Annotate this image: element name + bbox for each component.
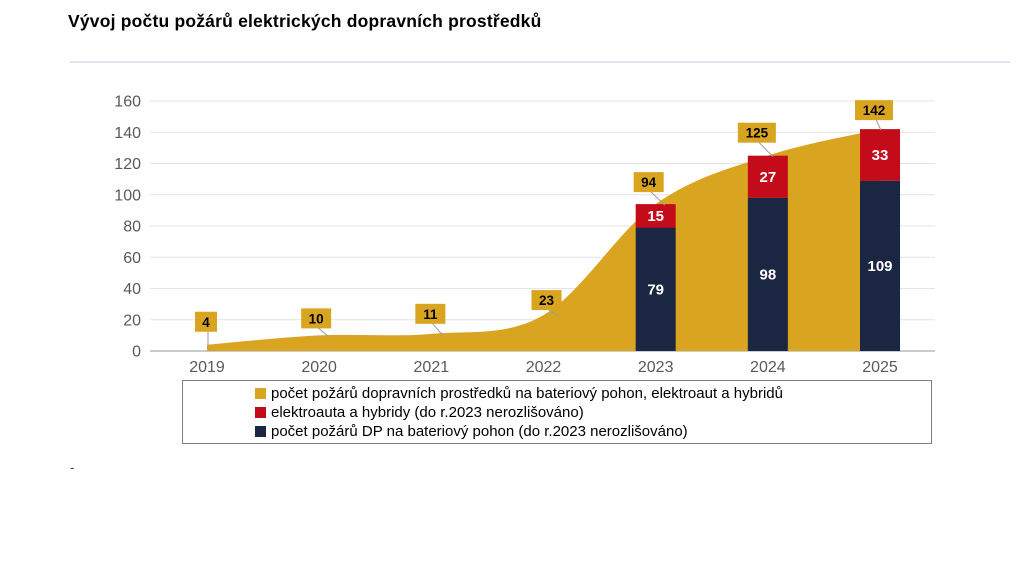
x-tick-label: 2019 bbox=[189, 359, 225, 376]
legend-swatch-gold-icon bbox=[255, 388, 266, 399]
x-tick-label: 2021 bbox=[414, 359, 450, 376]
total-label-text: 11 bbox=[423, 307, 438, 322]
bar-segment-red-2025 bbox=[860, 129, 901, 181]
total-label-text: 94 bbox=[641, 175, 657, 190]
total-label-box bbox=[633, 172, 664, 193]
bar-segment-red-2023 bbox=[635, 204, 676, 228]
bar-value-label: 33 bbox=[872, 147, 889, 164]
legend-item-label: počet požárů DP na bateriový pohon (do r… bbox=[271, 423, 688, 440]
y-tick-label: 40 bbox=[123, 281, 141, 298]
legend-item-label: elektroauta a hybridy (do r.2023 nerozli… bbox=[271, 404, 584, 421]
total-label-box bbox=[415, 303, 446, 324]
label-leader-line bbox=[758, 141, 774, 158]
legend-item: elektroauta a hybridy (do r.2023 nerozli… bbox=[255, 403, 927, 422]
total-label-box bbox=[855, 100, 894, 121]
bar-value-label: 109 bbox=[868, 258, 893, 275]
y-tick-label: 120 bbox=[114, 156, 141, 173]
bar-value-label: 27 bbox=[760, 169, 777, 186]
bar-segment-navy-2023 bbox=[635, 227, 676, 351]
x-tick-label: 2023 bbox=[638, 359, 674, 376]
total-label-box bbox=[195, 311, 217, 332]
x-tick-label: 2025 bbox=[862, 359, 898, 376]
legend-item: počet požárů dopravních prostředků na ba… bbox=[255, 384, 927, 403]
y-tick-label: 80 bbox=[123, 219, 141, 236]
bar-value-label: 98 bbox=[760, 266, 777, 283]
bar-value-label: 79 bbox=[647, 281, 664, 298]
label-leader-line bbox=[317, 327, 329, 337]
legend-swatch-red-icon bbox=[255, 407, 266, 418]
x-tick-label: 2024 bbox=[750, 359, 786, 376]
total-label-box bbox=[531, 290, 562, 311]
x-tick-label: 2020 bbox=[301, 359, 337, 376]
chart-legend: počet požárů dopravních prostředků na ba… bbox=[182, 380, 932, 444]
legend-item: počet požárů DP na bateriový pohon (do r… bbox=[255, 422, 927, 441]
total-label-text: 4 bbox=[202, 315, 210, 330]
y-tick-label: 140 bbox=[114, 125, 141, 142]
total-label-text: 23 bbox=[539, 293, 555, 308]
total-label-text: 10 bbox=[309, 311, 324, 326]
y-tick-label: 20 bbox=[123, 312, 141, 329]
label-leader-line bbox=[650, 191, 666, 206]
bar-segment-red-2024 bbox=[747, 155, 788, 198]
page-title: Vývoj počtu požárů elektrických dopravní… bbox=[68, 11, 542, 31]
legend-item-label: počet požárů dopravních prostředků na ba… bbox=[271, 385, 783, 402]
bar-segment-navy-2025 bbox=[860, 180, 901, 351]
area-series-path bbox=[207, 129, 881, 351]
footnote-dash: - bbox=[70, 460, 75, 475]
bar-segment-navy-2024 bbox=[747, 197, 788, 351]
x-tick-label: 2022 bbox=[526, 359, 562, 376]
chart-svg: 0 20 40 60 80 100 120 140 160 2019 2020 2021 2022 202… bbox=[114, 94, 935, 376]
y-tick-label: 160 bbox=[114, 94, 141, 111]
label-leader-line bbox=[875, 119, 882, 131]
y-tick-label: 60 bbox=[123, 250, 141, 267]
total-label-box bbox=[737, 122, 776, 143]
total-label-text: 142 bbox=[863, 103, 886, 118]
total-label-box bbox=[301, 308, 332, 329]
bar-value-label: 15 bbox=[647, 208, 664, 225]
total-label-text: 125 bbox=[746, 126, 769, 141]
legend-swatch-navy-icon bbox=[255, 426, 266, 437]
label-leader-line bbox=[431, 322, 443, 336]
y-tick-label: 100 bbox=[114, 187, 141, 204]
label-leader-line bbox=[548, 309, 559, 317]
y-tick-label: 0 bbox=[132, 344, 141, 361]
title-divider bbox=[70, 61, 1010, 63]
